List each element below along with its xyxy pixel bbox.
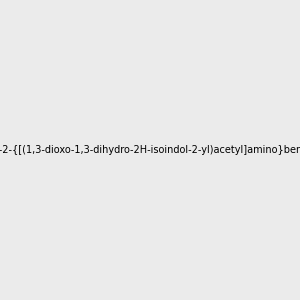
Text: N-butyl-2-{[(1,3-dioxo-1,3-dihydro-2H-isoindol-2-yl)acetyl]amino}benzamide: N-butyl-2-{[(1,3-dioxo-1,3-dihydro-2H-is… [0,145,300,155]
